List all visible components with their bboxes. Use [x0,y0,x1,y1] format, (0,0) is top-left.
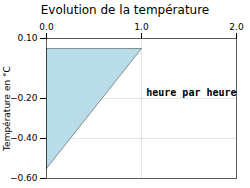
svg-text:1.0: 1.0 [134,22,149,32]
svg-text:2.0: 2.0 [229,22,244,32]
svg-text:−0.20: −0.20 [10,93,38,103]
svg-text:0.0: 0.0 [39,22,54,32]
svg-text:−0.40: −0.40 [10,133,38,143]
svg-text:0.10: 0.10 [17,33,37,43]
svg-text:Température en °C: Température en °C [2,66,12,152]
svg-text:heure par heure: heure par heure [146,87,236,98]
svg-text:−0.60: −0.60 [10,173,38,183]
html-text:Evolution de la température: Evolution de la température [40,3,210,17]
